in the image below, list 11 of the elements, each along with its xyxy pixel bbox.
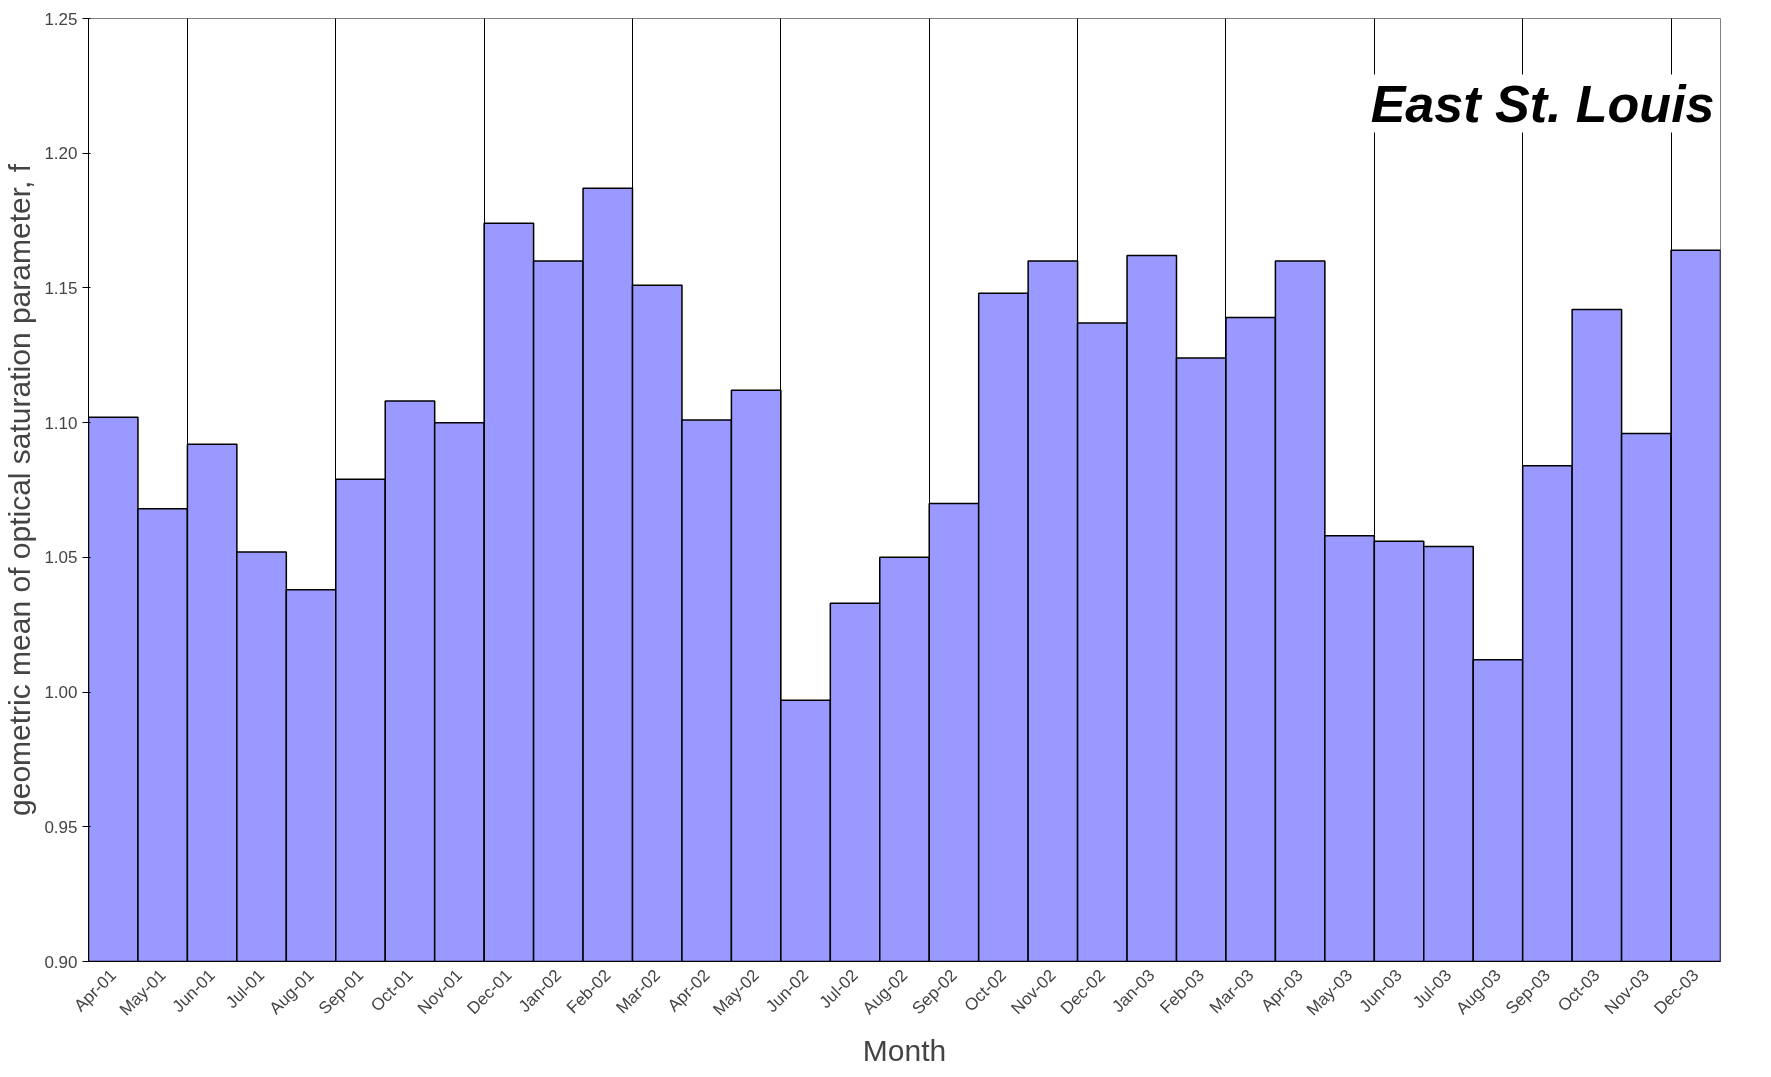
y-tick-label: 0.95: [44, 817, 78, 837]
y-tick-label: 0.90: [44, 952, 78, 972]
y-tick-label: 1.15: [44, 278, 78, 298]
y-tick-label: 1.20: [44, 144, 78, 164]
text: East St. Louis: [1370, 74, 1715, 133]
y-tick-label: 1.10: [44, 413, 78, 433]
y-axis-title: geometric mean of optical saturation parameter, f: [3, 163, 37, 816]
x-axis-title: Month: [862, 1034, 947, 1068]
y-tick-label: 1.25: [44, 9, 78, 29]
y-tick-label: 1.00: [44, 683, 78, 703]
y-tick-label: 1.05: [44, 548, 78, 568]
